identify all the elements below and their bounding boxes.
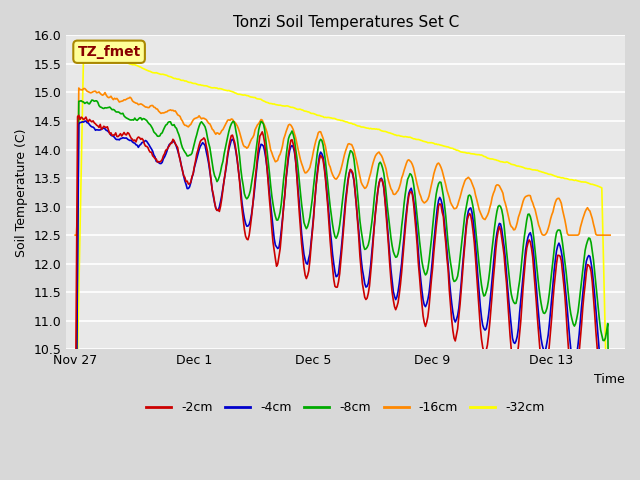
Text: TZ_fmet: TZ_fmet [77, 45, 141, 59]
Title: Tonzi Soil Temperatures Set C: Tonzi Soil Temperatures Set C [232, 15, 459, 30]
X-axis label: Time: Time [595, 372, 625, 386]
Legend: -2cm, -4cm, -8cm, -16cm, -32cm: -2cm, -4cm, -8cm, -16cm, -32cm [141, 396, 550, 420]
Y-axis label: Soil Temperature (C): Soil Temperature (C) [15, 128, 28, 257]
